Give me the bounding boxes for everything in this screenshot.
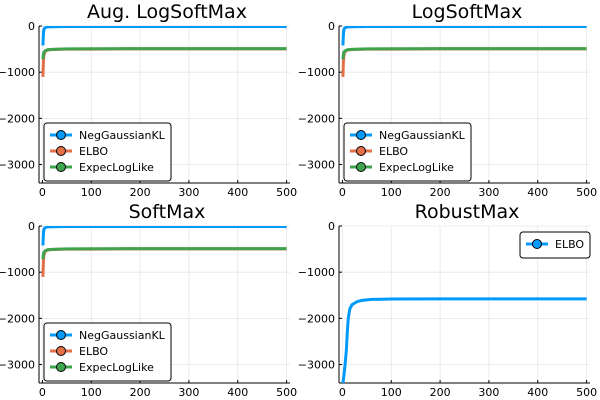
subplot-title: LogSoftMax [412, 1, 523, 23]
x-tick-label: 200 [130, 186, 151, 199]
y-tick-label: 0 [328, 20, 335, 33]
legend-marker [532, 239, 542, 249]
legend: ELBO [519, 231, 591, 259]
x-tick-label: 300 [478, 186, 499, 199]
series-line-neggaussiankl [341, 26, 587, 46]
legend-label: ELBO [79, 145, 108, 158]
y-tick-label: −3000 [0, 159, 35, 172]
x-tick-label: 100 [81, 186, 102, 199]
x-tick-label: 300 [178, 186, 199, 199]
x-tick-label: 0 [39, 186, 46, 199]
legend-marker [56, 146, 66, 156]
legend-label: ExpecLogLike [79, 361, 154, 374]
y-tick-label: −3000 [298, 159, 335, 172]
x-tick-label: 500 [276, 186, 297, 199]
legend-marker [56, 330, 66, 340]
legend-label: ELBO [79, 345, 108, 358]
legend-marker [56, 362, 66, 372]
y-tick-label: −2000 [0, 312, 35, 325]
subplot-title: RobustMax [415, 201, 520, 223]
subplot-4: RobustMax 0 100 200 300 400 500 0 −1000 −2000 −300… [298, 201, 597, 399]
series-line-elbo [41, 47, 287, 77]
y-tick-label: −3000 [0, 359, 35, 372]
legend-marker [56, 346, 66, 356]
x-tick-label: 200 [430, 386, 451, 399]
series-line-elbo [341, 297, 587, 383]
x-tick-label: 400 [227, 386, 248, 399]
series-line-elbo [341, 47, 587, 77]
x-tick-label: 400 [227, 186, 248, 199]
legend-marker [356, 162, 366, 172]
y-tick-label: −1000 [0, 66, 35, 79]
x-tick-label: 0 [339, 186, 346, 199]
y-tick-label: 0 [28, 20, 35, 33]
y-tick-label: 0 [28, 220, 35, 233]
series-line-expecloglike [41, 247, 287, 260]
subplot-1: Aug. LogSoftMax 0 100 200 300 400 500 0 −1000 −20… [0, 1, 297, 199]
x-tick-label: 500 [276, 386, 297, 399]
y-tick-label: −2000 [0, 112, 35, 125]
y-tick-label: −2000 [298, 312, 335, 325]
legend: NegGaussianKL ELBO ExpecLogLike [43, 122, 172, 182]
x-tick-label: 0 [339, 386, 346, 399]
x-tick-label: 300 [478, 386, 499, 399]
x-tick-label: 100 [381, 386, 402, 399]
x-tick-label: 500 [576, 386, 597, 399]
series-line-neggaussiankl [41, 226, 287, 246]
legend-label: ELBO [555, 238, 584, 251]
x-tick-label: 100 [381, 186, 402, 199]
series-line-neggaussiankl [41, 26, 287, 46]
y-tick-label: 0 [328, 220, 335, 233]
legend-marker [356, 130, 366, 140]
subplot-title: SoftMax [129, 201, 206, 223]
legend: NegGaussianKL ELBO ExpecLogLike [343, 122, 472, 182]
legend-label: NegGaussianKL [79, 329, 166, 342]
x-tick-label: 500 [576, 186, 597, 199]
y-tick-label: −1000 [298, 266, 335, 279]
legend: NegGaussianKL ELBO ExpecLogLike [43, 322, 172, 382]
series-line-expecloglike [41, 47, 287, 60]
legend-label: ExpecLogLike [79, 161, 154, 174]
subplot-title: Aug. LogSoftMax [87, 1, 247, 23]
y-tick-label: −2000 [298, 112, 335, 125]
legend-marker [56, 130, 66, 140]
legend-box [343, 122, 472, 182]
legend-marker [56, 162, 66, 172]
y-tick-label: −1000 [0, 266, 35, 279]
legend-label: NegGaussianKL [79, 129, 166, 142]
legend-label: ELBO [379, 145, 408, 158]
x-tick-label: 400 [527, 386, 548, 399]
x-tick-label: 300 [178, 386, 199, 399]
x-tick-label: 200 [430, 186, 451, 199]
y-tick-label: −3000 [298, 359, 335, 372]
legend-label: NegGaussianKL [379, 129, 466, 142]
legend-label: ExpecLogLike [379, 161, 454, 174]
y-tick-label: −1000 [298, 66, 335, 79]
x-tick-label: 100 [81, 386, 102, 399]
legend-box [519, 231, 591, 259]
subplot-2: LogSoftMax 0 100 200 300 400 500 0 −1000 −2000 −30… [298, 1, 597, 199]
x-tick-label: 400 [527, 186, 548, 199]
series-line-expecloglike [341, 47, 587, 60]
legend-box [43, 322, 172, 382]
legend-marker [356, 146, 366, 156]
series-line-elbo [41, 247, 287, 277]
legend-box [43, 122, 172, 182]
subplot-3: SoftMax 0 100 200 300 400 500 0 −1000 −2000 −3000 N… [0, 201, 297, 399]
x-tick-label: 200 [130, 386, 151, 399]
x-tick-label: 0 [39, 386, 46, 399]
